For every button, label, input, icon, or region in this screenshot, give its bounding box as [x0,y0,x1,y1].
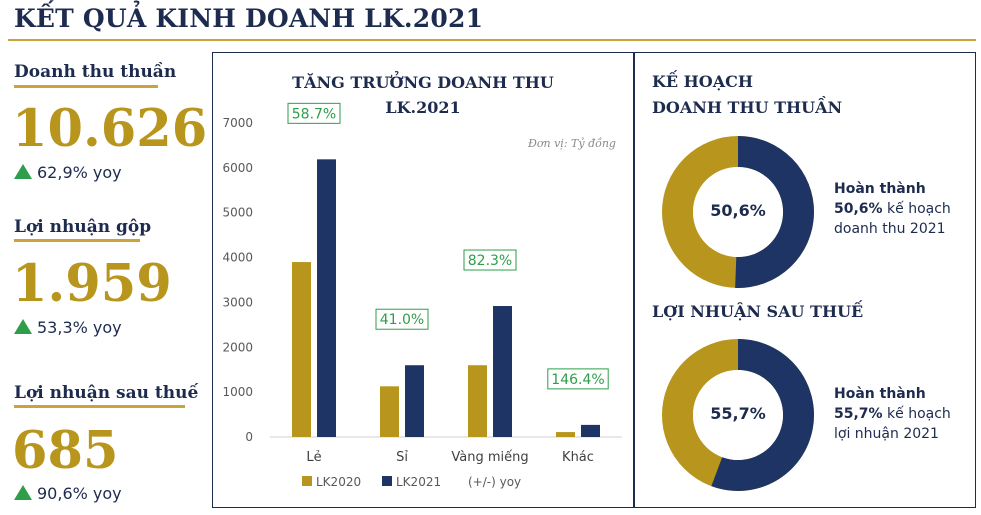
y-tick-label: 2000 [222,340,253,354]
donut-hole [693,370,783,460]
y-tick-label: 1000 [222,385,253,399]
kpi-gross-profit-label: Lợi nhuận gộp [14,217,152,237]
page-title: KẾT QUẢ KINH DOANH LK.2021 [14,4,484,33]
bar-lk2021-0 [317,159,336,437]
bar-chart-title: TĂNG TRƯỞNG DOANH THU LK.2021 [292,73,554,117]
plan-completion-panel [634,52,976,508]
growth-label: 146.4% [547,368,609,390]
revenue-bar-chart: 0 1000 2000 3000 4000 5000 6000 7000 Lẻ 58.7% Sỉ 41… [222,102,622,489]
y-tick-label: 0 [245,430,253,444]
growth-label: 82.3% [463,249,517,271]
up-triangle-icon [14,164,32,179]
revenue-growth-panel [212,52,634,508]
y-tick-label: 5000 [222,206,253,220]
bar-lk2020-2 [468,365,487,437]
growth-label: 58.7% [287,102,341,124]
svg-text:41.0%: 41.0% [380,312,424,328]
up-triangle-icon [14,319,32,334]
revenue-plan-donut [662,136,814,288]
revenue-plan-description: Hoàn thành 50,6% kế hoạch doanh thu 2021 [834,181,951,237]
bar-lk2021-3 [581,424,600,437]
revenue-plan-center-label: 50,6% [710,201,766,220]
kpi-net-profit-yoy: 90,6% yoy [14,484,122,503]
svg-text:146.4%: 146.4% [551,372,604,388]
up-triangle-icon [14,485,32,500]
kpi-net-profit-value: 685 [12,421,119,481]
donut-completed-segment [711,339,814,491]
legend-swatch-lk2020 [302,476,312,486]
kpi-revenue-label: Doanh thu thuần [14,62,177,82]
y-tick-label: 6000 [222,161,253,175]
title-divider [8,39,976,41]
legend-label: LK2020 [316,475,361,489]
y-tick-label: 4000 [222,251,253,265]
svg-text:82.3%: 82.3% [468,253,512,269]
legend-label: LK2021 [396,475,441,489]
bar-lk2021-1 [405,365,424,437]
x-category-label: Vàng miếng [451,450,528,465]
bar-lk2020-0 [292,262,311,437]
legend-swatch-lk2021 [382,476,392,486]
unit-note: Đơn vị: Tỷ đồng [528,137,616,150]
y-tick-label: 3000 [222,295,253,309]
x-category-label: Sỉ [396,450,408,465]
x-category-label: Khác [562,450,594,465]
kpi-revenue-yoy: 62,9% yoy [14,163,122,182]
donut-hole [693,167,783,257]
net-profit-plan-title: LỢI NHUẬN SAU THUẾ [652,302,864,321]
kpi-gross-profit-underline [14,239,140,242]
net-profit-plan-description: Hoàn thành 55,7% kế hoạch lợi nhuận 2021 [834,386,951,442]
svg-text:58.7%: 58.7% [292,106,336,122]
y-tick-label: 7000 [222,116,253,130]
kpi-net-profit-label: Lợi nhuận sau thuế [14,383,199,403]
bar-lk2021-2 [493,306,512,437]
bar-lk2020-1 [380,386,399,437]
kpi-gross-profit-value: 1.959 [12,254,172,314]
growth-label: 41.0% [375,308,429,330]
kpi-net-profit-underline [14,405,185,408]
kpi-gross-profit-yoy: 53,3% yoy [14,318,122,337]
revenue-plan-title: KẾ HOẠCH DOANH THU THUẦN [652,72,843,117]
kpi-revenue-underline [14,85,158,88]
net-profit-plan-donut [662,339,814,491]
kpi-revenue-value: 10.626 [12,99,208,159]
legend-growth-label: (+/-) yoy [468,475,521,489]
net-profit-plan-center-label: 55,7% [710,404,766,423]
x-category-label: Lẻ [306,450,321,465]
bar-lk2020-3 [556,432,575,437]
donut-completed-segment [735,136,814,288]
